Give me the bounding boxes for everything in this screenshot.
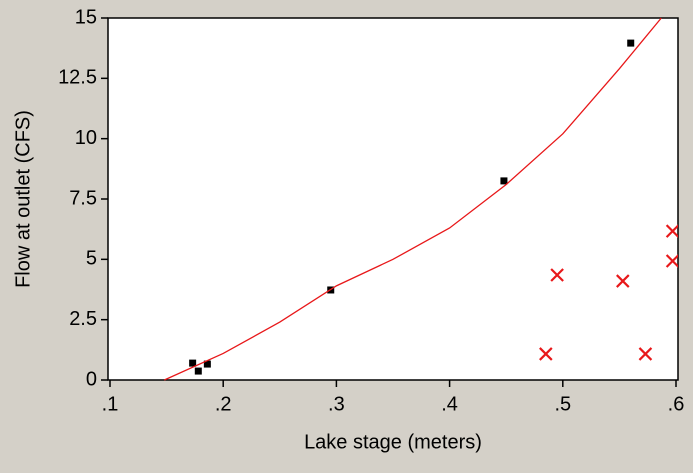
y-tick-label: 12.5 [58, 67, 97, 89]
cross-point [638, 347, 653, 361]
point [194, 367, 202, 375]
cross-point [539, 347, 553, 361]
y-tick-label: 10 [75, 127, 97, 149]
cross-point [616, 274, 630, 288]
y-axis-label: Flow at outlet (CFS) [12, 110, 34, 288]
point [627, 39, 635, 47]
x-tick-label: .6 [668, 393, 685, 415]
y-tick-label: 0 [86, 368, 97, 390]
point [203, 360, 211, 368]
cross-point [665, 224, 678, 238]
y-tick-label: 2.5 [69, 308, 97, 330]
x-tick-label: .1 [102, 393, 119, 415]
point [500, 177, 508, 185]
cross-point [550, 268, 564, 282]
y-tick-label: 15 [75, 6, 97, 28]
y-tick-label: 5 [86, 248, 97, 270]
x-axis-label: Lake stage (meters) [304, 431, 482, 453]
x-tick-label: .4 [441, 393, 458, 415]
y-tick-label: 7.5 [69, 187, 97, 209]
fit-line [164, 17, 662, 381]
x-tick-label: .5 [554, 393, 571, 415]
x-tick-label: .2 [215, 393, 232, 415]
x-tick-label: .3 [328, 393, 345, 415]
point [189, 359, 197, 367]
plot-area [107, 17, 679, 381]
cross-point [665, 254, 678, 268]
